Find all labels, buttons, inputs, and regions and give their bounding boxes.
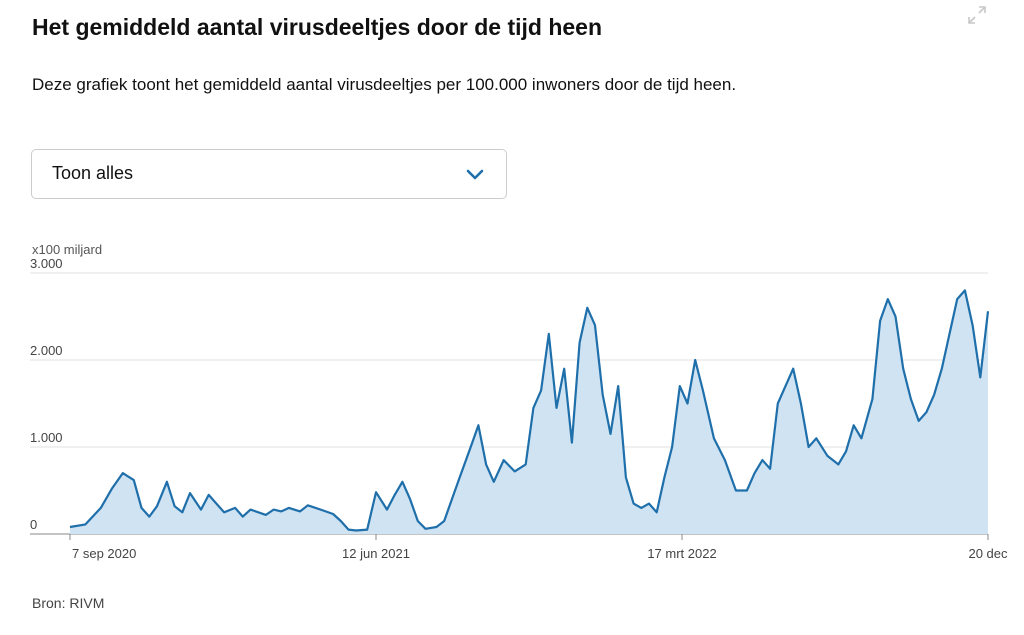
x-tick-label: 20 dec <box>968 546 1008 561</box>
y-tick-label: 0 <box>30 517 37 532</box>
page-title: Het gemiddeld aantal virusdeeltjes door … <box>32 14 603 40</box>
chart-description: Deze grafiek toont het gemiddeld aantal … <box>32 75 737 94</box>
chevron-down-icon <box>464 164 486 186</box>
y-axis-unit-label: x100 miljard <box>32 242 103 257</box>
y-tick-label: 2.000 <box>30 343 63 358</box>
y-tick-label: 1.000 <box>30 430 63 445</box>
series-area <box>70 290 988 534</box>
y-tick-label: 3.000 <box>30 256 63 271</box>
series-line <box>69 289 990 532</box>
expand-icon[interactable] <box>966 4 988 26</box>
x-tick-label: 7 sep 2020 <box>72 546 136 561</box>
period-select-value: Toon alles <box>52 163 134 183</box>
source-label: Bron: RIVM <box>32 595 105 611</box>
expand-icon-graphic <box>968 6 986 24</box>
x-tick-label: 12 jun 2021 <box>342 546 410 561</box>
period-select[interactable]: Toon alles <box>31 149 507 199</box>
x-tick-label: 17 mrt 2022 <box>647 546 716 561</box>
